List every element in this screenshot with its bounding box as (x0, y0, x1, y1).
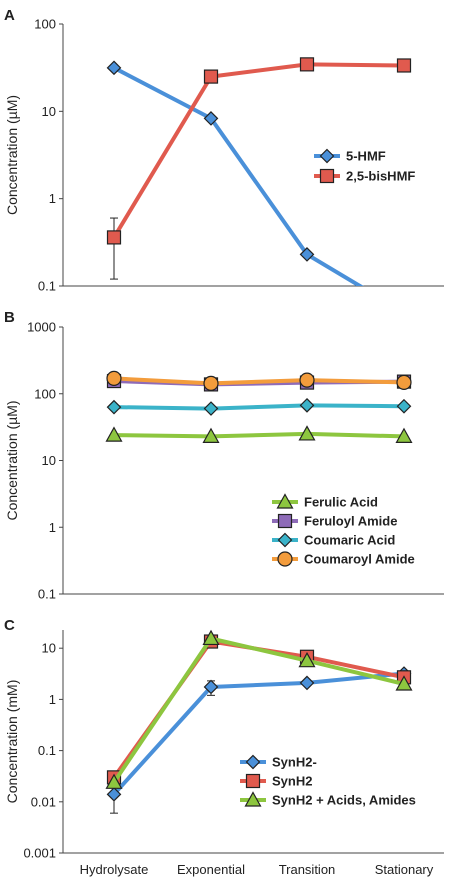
legend-label: SynH2- (272, 755, 317, 770)
legend-label: Coumaric Acid (304, 533, 395, 548)
y-tick-label: 1 (49, 692, 56, 707)
data-point (106, 60, 122, 76)
x-tick-label: Exponential (177, 862, 245, 877)
series-line (112, 62, 405, 239)
series-2-5-bishmf (106, 57, 412, 280)
x-tick-label: Hydrolysate (80, 862, 149, 877)
data-point (298, 651, 316, 668)
legend-label: Coumaroyl Amide (304, 552, 415, 567)
data-point (203, 375, 219, 391)
y-tick-label: 1 (49, 191, 56, 206)
series-synh2- (106, 666, 412, 814)
panel-b: 0.1 1 10 100 1000 B Concentration (µM) Ferulic … (4, 309, 444, 602)
data-point (396, 374, 412, 390)
y-tick-label: 0.1 (38, 743, 56, 758)
panel-letter: B (4, 309, 15, 326)
series-ferulic-acid (105, 425, 413, 443)
data-point (299, 398, 315, 413)
legend-swatch-marker (244, 791, 262, 807)
panel-letter: C (4, 617, 15, 634)
data-point (203, 69, 219, 84)
y-tick-label: 0.1 (38, 587, 56, 602)
legend-swatch-marker (276, 493, 294, 509)
plot-area (106, 57, 412, 286)
series-coumaric-acid (106, 398, 412, 416)
series-line (113, 403, 405, 411)
legend-label: SynH2 + Acids, Amides (272, 793, 416, 808)
y-tick-label: 10 (42, 104, 56, 119)
panel-a: 0.1 1 10 100 A Concentration (µM) 5-HMF 2,5-bis… (4, 7, 444, 294)
legend-swatch-marker (277, 551, 293, 567)
data-point (203, 679, 219, 695)
series-line (112, 636, 405, 784)
y-tick-label: 0.001 (23, 846, 56, 861)
x-tick-label: Transition (279, 862, 336, 877)
panel-letter: A (4, 7, 15, 24)
y-tick-label: 1 (49, 520, 56, 535)
legend-swatch-marker (245, 754, 261, 770)
legend-label: 5-HMF (346, 149, 386, 164)
legend: SynH2- SynH2 SynH2 + Acids, Amides (240, 755, 416, 808)
series-line (113, 376, 405, 386)
y-tick-label: 0.01 (31, 794, 56, 809)
plot-area (105, 370, 413, 443)
legend-swatch-marker (319, 148, 335, 164)
data-point (106, 370, 122, 386)
legend-swatch-marker (319, 168, 335, 184)
data-point (203, 401, 219, 416)
series-line (112, 671, 405, 796)
x-tick-label: Stationary (375, 862, 434, 877)
legend-label: Feruloyl Amide (304, 514, 397, 529)
y-axis-label: Concentration (µM) (4, 400, 20, 520)
series-coumaroyl-amide (106, 370, 412, 391)
data-point (396, 398, 412, 414)
data-point (299, 675, 315, 691)
y-tick-label: 100 (34, 17, 56, 32)
series-line (113, 431, 405, 439)
plot-area (105, 629, 413, 814)
y-tick-label: 0.1 (38, 279, 56, 294)
panel-c: 0.001 0.01 0.1 1 10 C Concentration (mM) Hydrol… (4, 617, 444, 877)
legend-swatch-marker (245, 773, 261, 789)
data-point (203, 111, 219, 126)
y-tick-label: 1000 (27, 320, 56, 335)
y-axis-label: Concentration (µM) (4, 95, 20, 215)
legend-swatch-marker (277, 532, 293, 548)
data-point (395, 427, 413, 443)
legend: Ferulic Acid Feruloyl Amide Coumaric Acid C… (272, 493, 415, 567)
y-axis-label: Concentration (mM) (4, 680, 20, 804)
data-point (299, 57, 315, 72)
legend-label: SynH2 (272, 774, 312, 789)
y-tick-label: 100 (34, 386, 56, 401)
series-5-hmf (106, 60, 364, 286)
data-point (299, 247, 315, 262)
y-tick-label: 10 (42, 641, 56, 656)
data-point (105, 426, 123, 442)
y-tick-label: 10 (42, 453, 56, 468)
series-line (112, 639, 405, 779)
data-point (106, 399, 122, 415)
legend-label: 2,5-bisHMF (346, 169, 415, 184)
data-point (106, 786, 122, 802)
data-point (106, 230, 122, 245)
data-point (202, 427, 220, 443)
series-synh2-acids-amides (105, 629, 413, 789)
data-point (105, 773, 123, 789)
data-point (396, 58, 412, 73)
legend: 5-HMF 2,5-bisHMF (314, 149, 415, 184)
legend-swatch-marker (277, 513, 293, 529)
legend-label: Ferulic Acid (304, 495, 378, 510)
series-line (113, 66, 364, 286)
data-point (299, 372, 315, 388)
data-point (298, 425, 316, 441)
data-point (395, 675, 413, 691)
data-point (202, 629, 220, 646)
